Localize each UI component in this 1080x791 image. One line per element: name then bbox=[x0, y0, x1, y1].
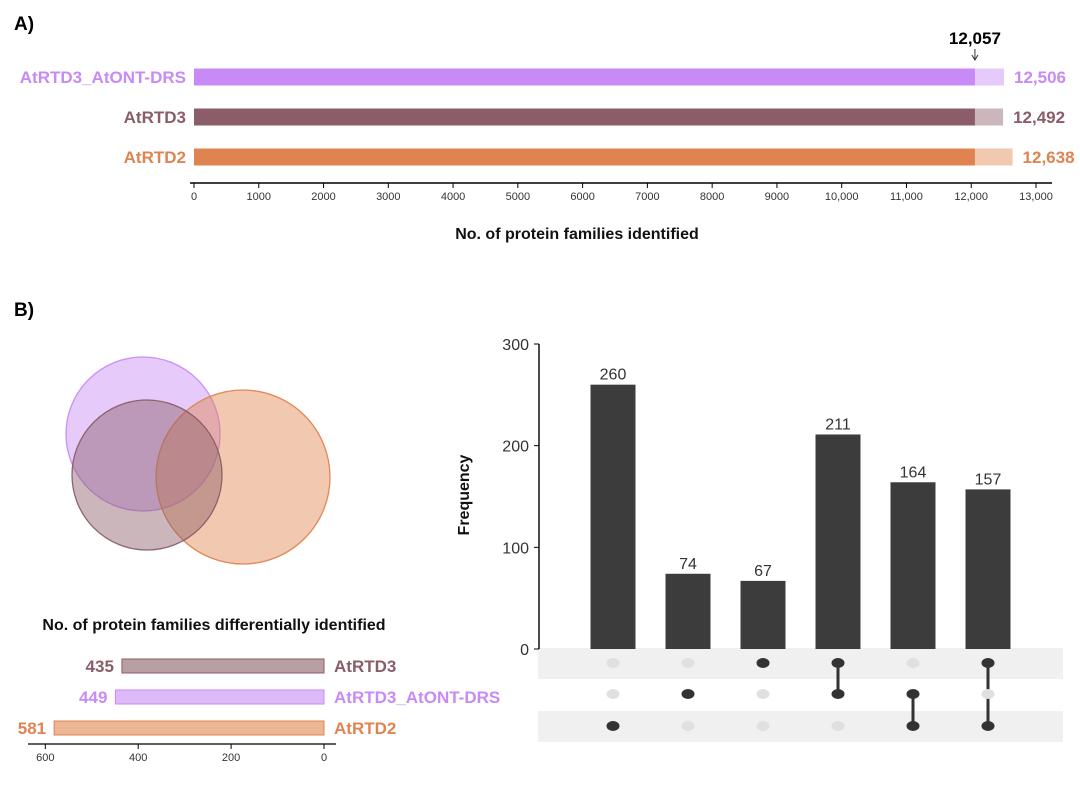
panel-b-label: B) bbox=[14, 300, 34, 321]
panel-a-x-tick-label: 5000 bbox=[506, 191, 530, 203]
panel-a-x-tick-label: 2000 bbox=[311, 191, 335, 203]
upset-matrix-dot-empty bbox=[681, 721, 695, 731]
upset-matrix-dot-empty bbox=[756, 721, 770, 731]
category-label-atrtd3: AtRTD3 bbox=[124, 108, 186, 127]
venn-diagram bbox=[65, 356, 331, 565]
upset-y-axis-title: Frequency bbox=[456, 454, 473, 535]
upset-bar bbox=[815, 434, 861, 649]
diff-chart-title: No. of protein families differentially i… bbox=[42, 617, 385, 634]
bar-shared-atrtd2 bbox=[194, 148, 975, 166]
upset-matrix-dot-filled bbox=[981, 658, 995, 668]
panel-a-x-tick-label: 10,000 bbox=[825, 191, 859, 203]
upset-bar-value-label: 157 bbox=[975, 471, 1002, 488]
upset-matrix-dot-empty bbox=[981, 689, 995, 699]
diff-category-label-atrtd3: AtRTD3 bbox=[334, 657, 396, 676]
panel-a-x-tick-label: 4000 bbox=[441, 191, 465, 203]
upset-y-tick-label: 100 bbox=[502, 540, 529, 557]
upset-bar bbox=[965, 489, 1011, 649]
upset-matrix-dot-filled bbox=[906, 689, 920, 699]
diff-x-tick-label: 600 bbox=[36, 752, 54, 764]
upset-matrix-dot-empty bbox=[681, 658, 695, 668]
upset-y-tick-label: 200 bbox=[502, 439, 529, 456]
category-label-atrtd3-atont-drs: AtRTD3_AtONT-DRS bbox=[20, 68, 186, 87]
bar-shared-atrtd3 bbox=[194, 108, 975, 126]
upset-matrix-dot-empty bbox=[831, 721, 845, 731]
upset-chart: 0 100 200 300 260 74 67 211 164 157 bbox=[502, 337, 1063, 742]
panel-a-x-tick-label: 12,000 bbox=[954, 191, 988, 203]
diff-value-label-atrtd3-atont-drs: 449 bbox=[79, 688, 107, 707]
shared-value-label: 12,057 bbox=[949, 29, 1001, 48]
upset-bar-value-label: 164 bbox=[900, 464, 927, 481]
panel-a-x-tick-label: 6000 bbox=[570, 191, 594, 203]
diff-value-label-atrtd2: 581 bbox=[18, 719, 46, 738]
venn-circle-atrtd3-atont-drs bbox=[65, 356, 221, 512]
upset-matrix-dot-empty bbox=[606, 689, 620, 699]
panel-a-x-tick-label: 1000 bbox=[247, 191, 271, 203]
diff-x-tick-label: 400 bbox=[129, 752, 147, 764]
bar-shared-atrtd3-atont-drs bbox=[194, 68, 975, 86]
value-label-atrtd3: 12,492 bbox=[1013, 108, 1065, 127]
matrix-stripe bbox=[538, 648, 1063, 679]
upset-bar-value-label: 74 bbox=[679, 556, 697, 573]
upset-matrix-dot-filled bbox=[906, 721, 920, 731]
value-label-atrtd3-atont-drs: 12,506 bbox=[1014, 68, 1066, 87]
diff-value-label-atrtd3: 435 bbox=[86, 657, 114, 676]
diff-x-tick-label: 0 bbox=[321, 752, 327, 764]
panel-a-label: A) bbox=[14, 14, 34, 35]
upset-matrix-dot-filled bbox=[756, 658, 770, 668]
venn-circle-atrtd2 bbox=[155, 389, 331, 565]
upset-bar bbox=[740, 580, 786, 649]
panel-a-x-tick-label: 7000 bbox=[635, 191, 659, 203]
upset-bar bbox=[590, 384, 636, 649]
diff-category-label-atrtd2: AtRTD2 bbox=[334, 719, 396, 738]
upset-y-tick-label: 300 bbox=[502, 337, 529, 354]
diff-category-label-atrtd3-atont-drs: AtRTD3_AtONT-DRS bbox=[334, 688, 500, 707]
panel-a-x-tick-label: 11,000 bbox=[890, 191, 923, 203]
upset-bar-value-label: 211 bbox=[825, 416, 851, 433]
panel-a-x-tick-label: 9000 bbox=[765, 191, 789, 203]
diff-x-tick-label: 200 bbox=[222, 752, 240, 764]
diff-bar-chart: 435 AtRTD3 449 AtRTD3_AtONT-DRS 581 AtRTD2 600… bbox=[18, 657, 500, 764]
upset-bar-value-label: 67 bbox=[754, 563, 772, 580]
venn-circle-atrtd3 bbox=[71, 399, 223, 551]
upset-bar bbox=[890, 482, 936, 649]
upset-matrix-dot-filled bbox=[606, 721, 620, 731]
upset-bar bbox=[665, 573, 711, 649]
panel-a-x-tick-label: 13,000 bbox=[1019, 191, 1053, 203]
shared-arrow-head bbox=[971, 54, 979, 61]
matrix-stripe bbox=[538, 711, 1063, 742]
upset-matrix-dot-empty bbox=[756, 689, 770, 699]
panel-a-x-axis-title: No. of protein families identified bbox=[455, 226, 699, 243]
upset-matrix-dot-filled bbox=[981, 721, 995, 731]
panel-a-x-tick-label: 3000 bbox=[376, 191, 400, 203]
panel-a-chart: AtRTD3_AtONT-DRS 12,506 AtRTD3 12,492 AtRTD2… bbox=[20, 29, 1075, 203]
upset-matrix-dot-filled bbox=[681, 689, 695, 699]
diff-bar-atrtd3 bbox=[121, 658, 325, 674]
category-label-atrtd2: AtRTD2 bbox=[124, 148, 186, 167]
upset-bar-value-label: 260 bbox=[600, 367, 627, 384]
value-label-atrtd2: 12,638 bbox=[1023, 148, 1075, 167]
upset-matrix-dot-filled bbox=[831, 658, 845, 668]
diff-bar-atrtd3-atont-drs bbox=[114, 689, 325, 705]
panel-a-x-tick-label: 8000 bbox=[700, 191, 724, 203]
upset-matrix-dot-empty bbox=[606, 658, 620, 668]
diff-bar-atrtd2 bbox=[53, 720, 325, 736]
upset-matrix-dot-empty bbox=[906, 658, 920, 668]
panel-a-x-tick-label: 0 bbox=[191, 191, 197, 203]
upset-y-tick-label: 0 bbox=[520, 642, 529, 659]
upset-matrix-dot-filled bbox=[831, 689, 845, 699]
